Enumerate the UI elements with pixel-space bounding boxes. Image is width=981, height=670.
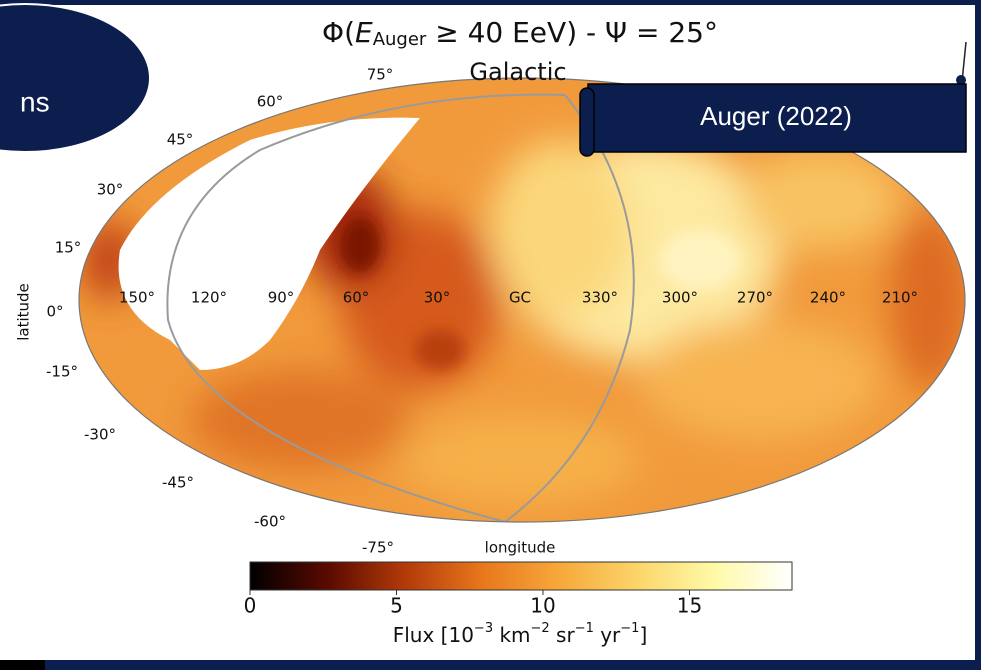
longitude-label: 300°	[662, 289, 698, 307]
latitude-label: 75°	[367, 66, 394, 84]
title-symbol: E	[355, 16, 373, 49]
title-part: ≥ 40 EeV) - Ψ = 25°	[426, 16, 718, 49]
latitude-label: -75°	[362, 539, 394, 557]
colorbar-tick-label: 5	[390, 594, 403, 618]
colorbar-label-part: km	[493, 623, 530, 647]
colorbar-label: Flux [10−3 km−2 sr−1 yr−1]	[393, 621, 648, 647]
latitude-label: -45°	[162, 474, 194, 492]
slide: Φ(EAuger ≥ 40 EeV) - Ψ = 25° Galactic lo…	[0, 0, 981, 670]
colorbar-tick-label: 10	[530, 594, 555, 618]
longitude-label: 120°	[191, 289, 227, 307]
colorbar-label-part: Flux [10	[393, 623, 474, 647]
longitude-label: GC	[509, 289, 531, 307]
latitude-label: -15°	[46, 363, 78, 381]
latitude-label: -60°	[254, 513, 286, 531]
longitude-label: 270°	[737, 289, 773, 307]
latitude-label: 60°	[257, 93, 284, 111]
longitude-label: 30°	[424, 289, 451, 307]
colorbar-label-exponent: −2	[531, 621, 550, 636]
colorbar-gradient	[250, 562, 792, 590]
title-subscript: Auger	[373, 29, 427, 50]
colorbar-label-part: sr	[550, 623, 576, 647]
corner-label: ns	[20, 86, 50, 117]
longitude-label: 150°	[119, 289, 155, 307]
colorbar-label-part: yr	[594, 623, 621, 647]
banner-curl	[580, 88, 594, 156]
projection-label: Galactic	[469, 58, 566, 86]
longitude-label: 240°	[810, 289, 846, 307]
longitude-label: 60°	[343, 289, 370, 307]
longitude-label: 90°	[268, 289, 295, 307]
longitude-label: 210°	[882, 289, 918, 307]
latitude-label: 45°	[167, 131, 194, 149]
colorbar-tick-label: 15	[677, 594, 702, 618]
longitude-label: 330°	[582, 289, 618, 307]
title-part: Φ(	[322, 16, 355, 49]
colorbar-label-exponent: −3	[474, 621, 493, 636]
colorbar-label-part: ]	[639, 623, 647, 647]
latitude-label: 0°	[46, 303, 63, 321]
latitude-label: 15°	[55, 239, 82, 257]
colorbar-label-exponent: −1	[620, 621, 639, 636]
colorbar-label-exponent: −1	[575, 621, 594, 636]
banner-text: Auger (2022)	[700, 101, 852, 131]
corner-shade	[0, 660, 45, 670]
latitude-label: 30°	[97, 181, 124, 199]
colorbar-tick-label: 0	[244, 594, 257, 618]
latitude-label: -30°	[84, 426, 116, 444]
x-axis-label: longitude	[485, 539, 556, 557]
y-axis-label: latitude	[15, 283, 33, 341]
page: {"slide": {"corner_label": "ns", "banner…	[0, 0, 981, 670]
